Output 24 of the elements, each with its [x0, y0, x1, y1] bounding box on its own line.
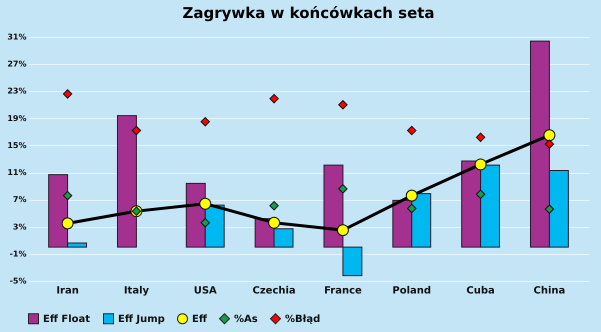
y-tick-label: -5%: [10, 276, 26, 286]
x-tick-label: China: [534, 286, 566, 296]
x-tick-label: Italy: [124, 286, 150, 296]
x-tick-label: Iran: [56, 286, 79, 296]
legend-label: %Błąd: [285, 314, 320, 325]
y-tick-label: -1%: [10, 249, 26, 258]
x-tick-label: France: [324, 286, 362, 296]
x-tick-label: Czechia: [252, 286, 296, 296]
y-tick-label: 27%: [7, 60, 26, 69]
y-tick-label: 23%: [7, 86, 26, 96]
x-tick-label: Poland: [392, 286, 432, 296]
legend-label: Eff: [192, 314, 208, 325]
y-tick-label: 15%: [7, 140, 26, 150]
chart-title: Zagrywka w końcówkach seta: [182, 4, 435, 22]
y-tick-label: 11%: [7, 168, 26, 178]
legend-label: Eff Jump: [118, 314, 165, 325]
y-tick-label: 19%: [7, 114, 26, 123]
y-tick-label: 3%: [12, 222, 26, 232]
legend-label: Eff Float: [43, 314, 90, 325]
legend-label: %As: [234, 314, 258, 325]
y-tick-label: 7%: [12, 195, 26, 204]
x-tick-label: Cuba: [466, 286, 495, 296]
x-tick-label: USA: [194, 286, 218, 296]
y-tick-label: 31%: [7, 32, 26, 42]
